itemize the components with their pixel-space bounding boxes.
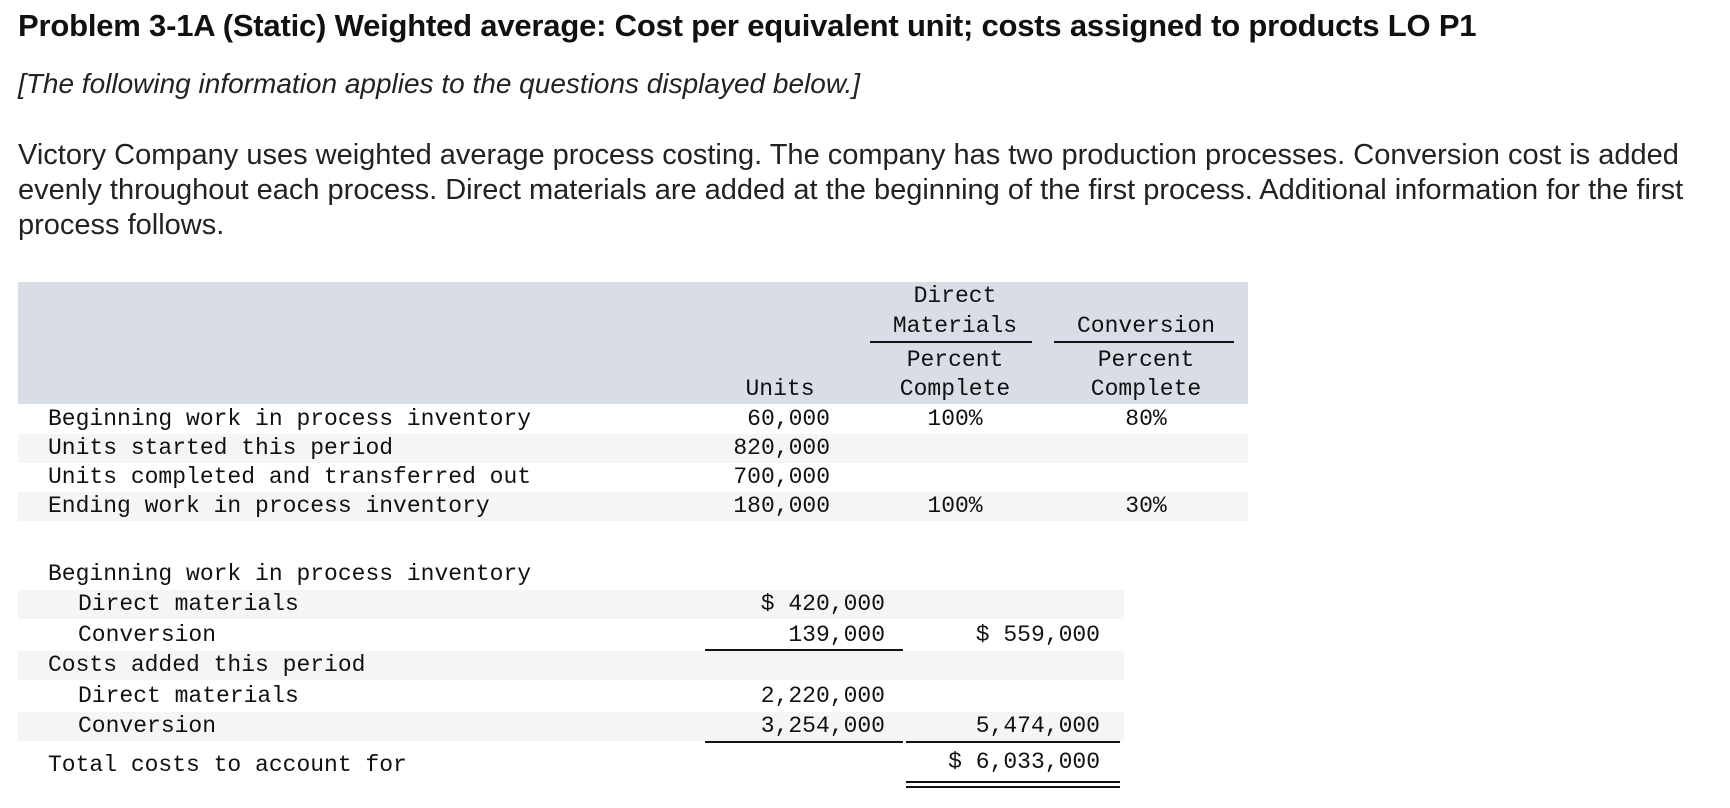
units-row-dm-percent: 100% bbox=[927, 493, 983, 519]
dm-header-line1: Direct bbox=[913, 283, 997, 309]
dm-header-underline bbox=[870, 341, 1032, 343]
cost-row-amount: $ 420,000 bbox=[760, 591, 885, 617]
units-table-header bbox=[18, 282, 1248, 404]
cost-row-amount: 2,220,000 bbox=[760, 683, 885, 709]
units-row-label: Units started this period bbox=[48, 435, 394, 461]
cost-row-subtotal: 5,474,000 bbox=[975, 713, 1100, 739]
cost-row-label: Conversion bbox=[78, 622, 217, 648]
instructions-note: [The following information applies to th… bbox=[18, 68, 861, 99]
units-row-units: 180,000 bbox=[733, 493, 830, 519]
conversion-header-line3: Percent bbox=[1097, 347, 1195, 373]
subtotal-underline bbox=[705, 649, 903, 651]
subtotal-underline bbox=[705, 741, 903, 743]
units-row-dm-percent: 100% bbox=[927, 406, 983, 432]
problem-description: Victory Company uses weighted average pr… bbox=[18, 139, 1684, 241]
dm-header-line4: Complete bbox=[899, 376, 1011, 402]
cost-row-label: Direct materials bbox=[78, 683, 299, 709]
dm-header-line2: Materials bbox=[892, 313, 1018, 339]
cost-row-label: Conversion bbox=[78, 713, 217, 739]
total-underline bbox=[906, 741, 1120, 743]
cost-row-label: Total costs to account for bbox=[48, 752, 407, 778]
units-row-label: Units completed and transferred out bbox=[48, 464, 532, 490]
units-row-conversion-percent: 80% bbox=[1125, 406, 1167, 432]
row-stripe bbox=[18, 651, 1124, 680]
units-row-label: Ending work in process inventory bbox=[48, 493, 490, 519]
row-stripe bbox=[18, 590, 1124, 619]
cost-row-subtotal: $ 559,000 bbox=[975, 622, 1100, 648]
conversion-header-line2: Conversion bbox=[1076, 313, 1216, 339]
units-header: Units bbox=[745, 376, 815, 402]
cost-row-amount: 139,000 bbox=[788, 622, 885, 648]
units-row-units: 700,000 bbox=[733, 464, 830, 490]
total-costs-amount: $ 6,033,000 bbox=[948, 749, 1100, 775]
dm-header-line3: Percent bbox=[906, 347, 1004, 373]
units-row-conversion-percent: 30% bbox=[1125, 493, 1167, 519]
problem-title: Problem 3-1A (Static) Weighted average: … bbox=[18, 8, 1477, 43]
row-stripe bbox=[18, 712, 1124, 741]
cost-row-label: Beginning work in process inventory bbox=[48, 561, 532, 587]
cost-row-label: Costs added this period bbox=[48, 652, 366, 678]
row-stripe bbox=[18, 434, 1248, 463]
cost-row-amount: 3,254,000 bbox=[760, 713, 885, 739]
total-double-underline bbox=[906, 781, 1120, 788]
row-stripe bbox=[18, 492, 1248, 521]
units-row-units: 60,000 bbox=[747, 406, 830, 432]
cost-row-label: Direct materials bbox=[78, 591, 299, 617]
conversion-header-line4: Complete bbox=[1090, 376, 1202, 402]
conversion-header-underline bbox=[1054, 341, 1234, 343]
units-row-units: 820,000 bbox=[733, 435, 830, 461]
units-row-label: Beginning work in process inventory bbox=[48, 406, 532, 432]
